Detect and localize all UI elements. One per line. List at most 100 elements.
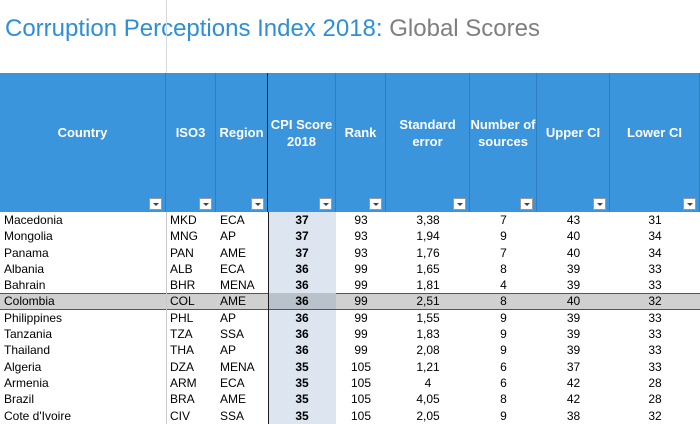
cell-upper[interactable]: 40 <box>566 294 581 309</box>
table-row[interactable]: Algeria DZA MENA 35 105 1,21 6 37 33 <box>0 358 700 375</box>
cell-region[interactable]: AME <box>220 294 247 309</box>
cell-region[interactable]: AP <box>220 310 237 325</box>
cell-iso3[interactable]: DZA <box>170 359 194 374</box>
header-iso3[interactable]: ISO3 <box>166 73 216 212</box>
header-upper[interactable]: Upper CI <box>537 73 610 212</box>
cell-sources[interactable]: 6 <box>500 375 507 390</box>
cell-se[interactable]: 4,05 <box>416 392 440 407</box>
cell-region[interactable]: MENA <box>220 359 255 374</box>
cell-region[interactable]: ECA <box>220 375 245 390</box>
cell-lower[interactable]: 33 <box>648 343 662 358</box>
cell-rank[interactable]: 99 <box>354 278 368 293</box>
header-rank[interactable]: Rank <box>336 73 386 212</box>
cell-se[interactable]: 2,05 <box>416 408 440 423</box>
cell-sources[interactable]: 6 <box>500 359 507 374</box>
cell-iso3[interactable]: PHL <box>170 310 194 325</box>
header-cpi[interactable]: CPI Score 2018 <box>268 73 336 212</box>
cell-sources[interactable]: 9 <box>500 327 507 342</box>
cell-cpi[interactable]: 36 <box>268 342 336 359</box>
cell-cpi[interactable]: 36 <box>268 309 336 327</box>
cell-upper[interactable]: 38 <box>566 408 581 423</box>
cell-rank[interactable]: 99 <box>354 261 368 276</box>
cell-region[interactable]: AME <box>220 392 247 407</box>
cell-cpi[interactable]: 35 <box>268 407 336 424</box>
cell-se[interactable]: 1,83 <box>416 327 440 342</box>
cell-rank[interactable]: 99 <box>354 294 368 309</box>
table-row[interactable]: Brazil BRA AME 35 105 4,05 8 42 28 <box>0 391 700 408</box>
table-row[interactable]: Bahrain BHR MENA 36 99 1,81 4 39 33 <box>0 277 700 294</box>
cell-sources[interactable]: 9 <box>500 408 507 423</box>
header-lower[interactable]: Lower CI <box>610 73 700 212</box>
cell-upper[interactable]: 39 <box>566 261 581 276</box>
cell-lower[interactable]: 33 <box>648 261 662 276</box>
cell-sources[interactable]: 9 <box>500 310 507 325</box>
header-se[interactable]: Standard error <box>386 73 470 212</box>
cell-region[interactable]: ECA <box>220 213 245 227</box>
header-region[interactable]: Region <box>216 73 268 212</box>
cell-upper[interactable]: 40 <box>566 245 581 260</box>
filter-dropdown-icon[interactable] <box>593 198 606 210</box>
cell-iso3[interactable]: THA <box>170 343 194 358</box>
cell-country[interactable]: Brazil <box>4 392 35 407</box>
cell-se[interactable]: 1,55 <box>416 310 440 325</box>
cell-rank[interactable]: 105 <box>350 408 372 423</box>
cell-iso3[interactable]: MNG <box>170 229 198 244</box>
header-sources[interactable]: Number of sources <box>470 73 537 212</box>
cell-rank[interactable]: 105 <box>350 392 372 407</box>
cell-cpi[interactable]: 37 <box>268 244 336 261</box>
cell-country[interactable]: Tanzania <box>4 327 53 342</box>
table-row[interactable]: Cote d'Ivoire CIV SSA 35 105 2,05 9 38 32 <box>0 407 700 424</box>
cell-upper[interactable]: 42 <box>566 375 581 390</box>
cell-lower[interactable]: 34 <box>648 245 662 260</box>
cell-rank[interactable]: 93 <box>354 245 368 260</box>
cell-se[interactable]: 1,21 <box>416 359 440 374</box>
filter-dropdown-icon[interactable] <box>149 198 162 210</box>
cell-country[interactable]: Cote d'Ivoire <box>4 408 71 423</box>
cell-region[interactable]: SSA <box>220 408 245 423</box>
cell-sources[interactable]: 8 <box>500 261 507 276</box>
cell-cpi[interactable]: 36 <box>268 260 336 278</box>
cell-lower[interactable]: 33 <box>648 327 662 342</box>
cell-rank[interactable]: 105 <box>350 375 372 390</box>
cell-lower[interactable]: 33 <box>648 310 662 325</box>
cell-country[interactable]: Mongolia <box>4 229 53 244</box>
cell-iso3[interactable]: CIV <box>170 408 191 423</box>
table-row[interactable]: Colombia COL AME 36 99 2,51 8 40 32 <box>0 293 700 311</box>
cell-iso3[interactable]: TZA <box>170 327 193 342</box>
cell-iso3[interactable]: ARM <box>170 375 197 390</box>
cell-rank[interactable]: 99 <box>354 310 368 325</box>
cell-cpi[interactable]: 35 <box>268 391 336 408</box>
cell-iso3[interactable]: COL <box>170 294 195 309</box>
table-row[interactable]: Macedonia MKD ECA 37 93 3,38 7 43 31 <box>0 212 700 229</box>
table-row[interactable]: Philippines PHL AP 36 99 1,55 9 39 33 <box>0 309 700 327</box>
cell-se[interactable]: 1,65 <box>416 261 440 276</box>
cell-rank[interactable]: 99 <box>354 327 368 342</box>
cell-lower[interactable]: 34 <box>648 229 662 244</box>
cell-upper[interactable]: 39 <box>566 278 581 293</box>
cell-upper[interactable]: 42 <box>566 392 581 407</box>
cell-region[interactable]: SSA <box>220 327 245 342</box>
cell-cpi[interactable]: 37 <box>268 228 336 245</box>
cell-cpi[interactable]: 35 <box>268 374 336 392</box>
cell-country[interactable]: Thailand <box>4 343 51 358</box>
cell-country[interactable]: Bahrain <box>4 278 46 293</box>
cell-lower[interactable]: 33 <box>648 359 662 374</box>
cell-cpi[interactable]: 36 <box>268 326 336 343</box>
cell-region[interactable]: AP <box>220 343 237 358</box>
filter-dropdown-icon[interactable] <box>199 198 212 210</box>
cell-cpi[interactable]: 36 <box>268 293 336 310</box>
cell-lower[interactable]: 28 <box>648 392 662 407</box>
cell-sources[interactable]: 8 <box>500 294 507 309</box>
cell-country[interactable]: Macedonia <box>4 213 63 227</box>
table-row[interactable]: Armenia ARM ECA 35 105 4 6 42 28 <box>0 374 700 392</box>
cell-se[interactable]: 1,81 <box>416 278 440 293</box>
filter-dropdown-icon[interactable] <box>453 198 466 210</box>
cell-lower[interactable]: 32 <box>648 408 662 423</box>
cell-country[interactable]: Albania <box>4 261 45 276</box>
cell-region[interactable]: AP <box>220 229 237 244</box>
cell-country[interactable]: Philippines <box>4 310 63 325</box>
filter-dropdown-icon[interactable] <box>369 198 382 210</box>
cell-sources[interactable]: 9 <box>500 343 507 358</box>
cell-region[interactable]: MENA <box>220 278 255 293</box>
table-row[interactable]: Albania ALB ECA 36 99 1,65 8 39 33 <box>0 260 700 278</box>
